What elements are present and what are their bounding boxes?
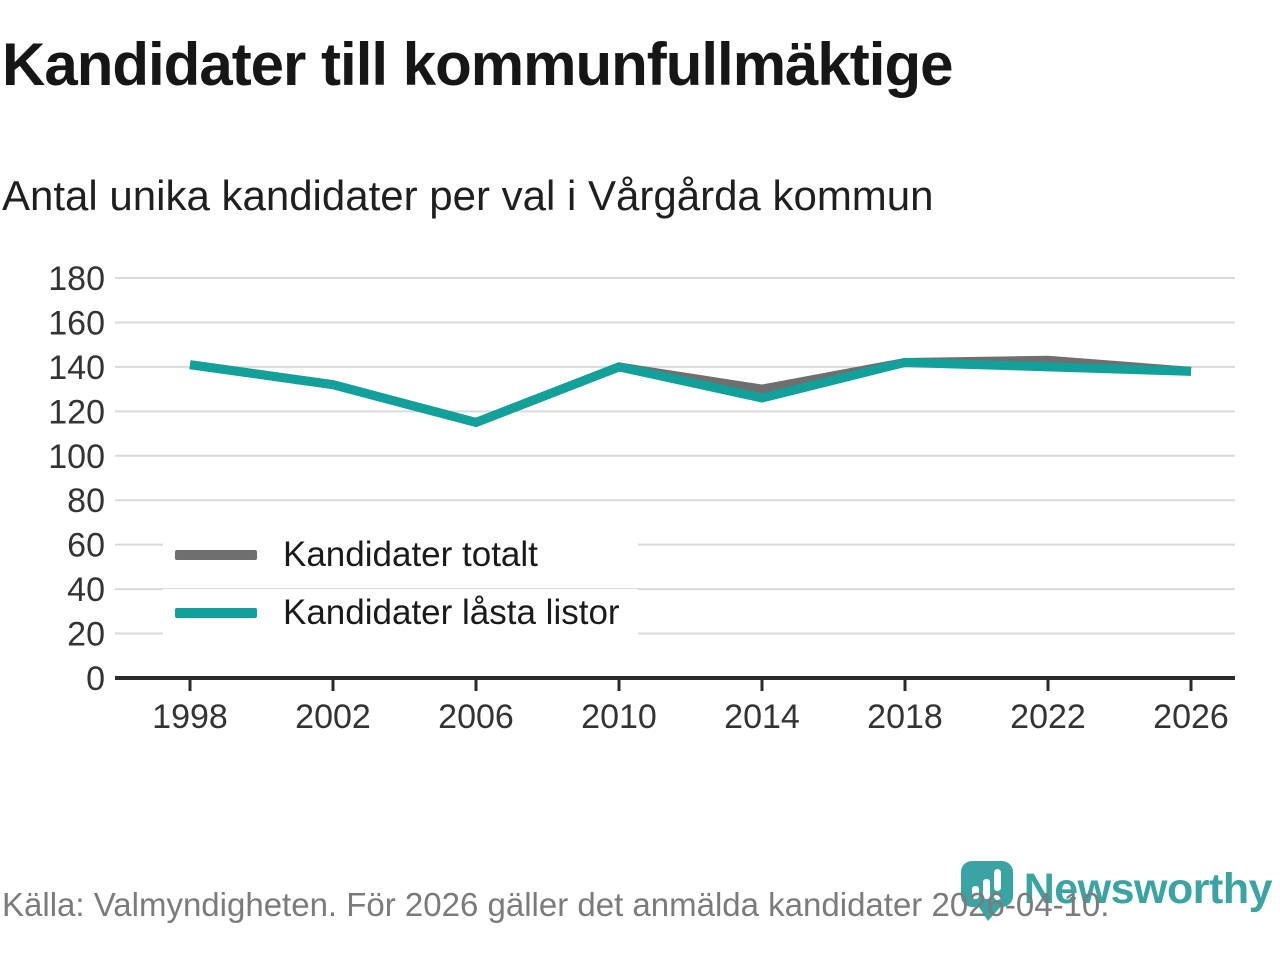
page-title: Kandidater till kommunfullmäktige bbox=[2, 31, 953, 98]
y-tick-label: 40 bbox=[67, 571, 105, 609]
y-tick-label: 80 bbox=[67, 482, 105, 520]
legend-item-total: Kandidater totalt bbox=[163, 531, 638, 579]
line-chart: 0 20 40 60 80 100 120 140 160 180 1998 2002 2006 2010… bbox=[48, 260, 1235, 736]
x-tick-label: 2022 bbox=[1010, 698, 1086, 736]
brand-logo: Newsworthy bbox=[960, 860, 1273, 922]
x-tick-label: 2006 bbox=[438, 698, 514, 736]
legend-label-locked: Kandidater låsta listor bbox=[283, 593, 620, 632]
legend-swatch-locked bbox=[175, 608, 257, 618]
x-tick-label: 1998 bbox=[152, 698, 228, 736]
newsworthy-pin-icon bbox=[960, 861, 1013, 921]
x-tick-label: 2010 bbox=[581, 698, 657, 736]
y-tick-label: 140 bbox=[48, 349, 105, 387]
chart-legend: Kandidater totalt Kandidater låsta listo… bbox=[163, 531, 638, 637]
chart-subtitle: Antal unika kandidater per val i Vårgård… bbox=[2, 172, 934, 219]
brand-name: Newsworthy bbox=[1023, 864, 1273, 913]
x-tick-label: 2026 bbox=[1153, 698, 1229, 736]
legend-swatch-total bbox=[175, 550, 257, 560]
chart-area: 0 20 40 60 80 100 120 140 160 180 1998 2002 2006 2010… bbox=[0, 255, 1280, 775]
source-note: Källa: Valmyndigheten. För 2026 gäller d… bbox=[2, 886, 1110, 923]
x-tick-label: 2018 bbox=[867, 698, 943, 736]
y-tick-label: 20 bbox=[67, 616, 105, 654]
y-tick-label: 60 bbox=[67, 527, 105, 565]
y-tick-label: 100 bbox=[48, 438, 105, 476]
y-tick-label: 0 bbox=[86, 660, 105, 698]
x-tick-label: 2014 bbox=[724, 698, 800, 736]
x-tick-label: 2002 bbox=[295, 698, 371, 736]
legend-item-locked: Kandidater låsta listor bbox=[163, 589, 638, 637]
y-tick-label: 180 bbox=[48, 260, 105, 298]
legend-label-total: Kandidater totalt bbox=[283, 535, 538, 574]
y-tick-label: 120 bbox=[48, 393, 105, 431]
y-tick-label: 160 bbox=[48, 304, 105, 342]
series-line-1 bbox=[189, 357, 1192, 428]
